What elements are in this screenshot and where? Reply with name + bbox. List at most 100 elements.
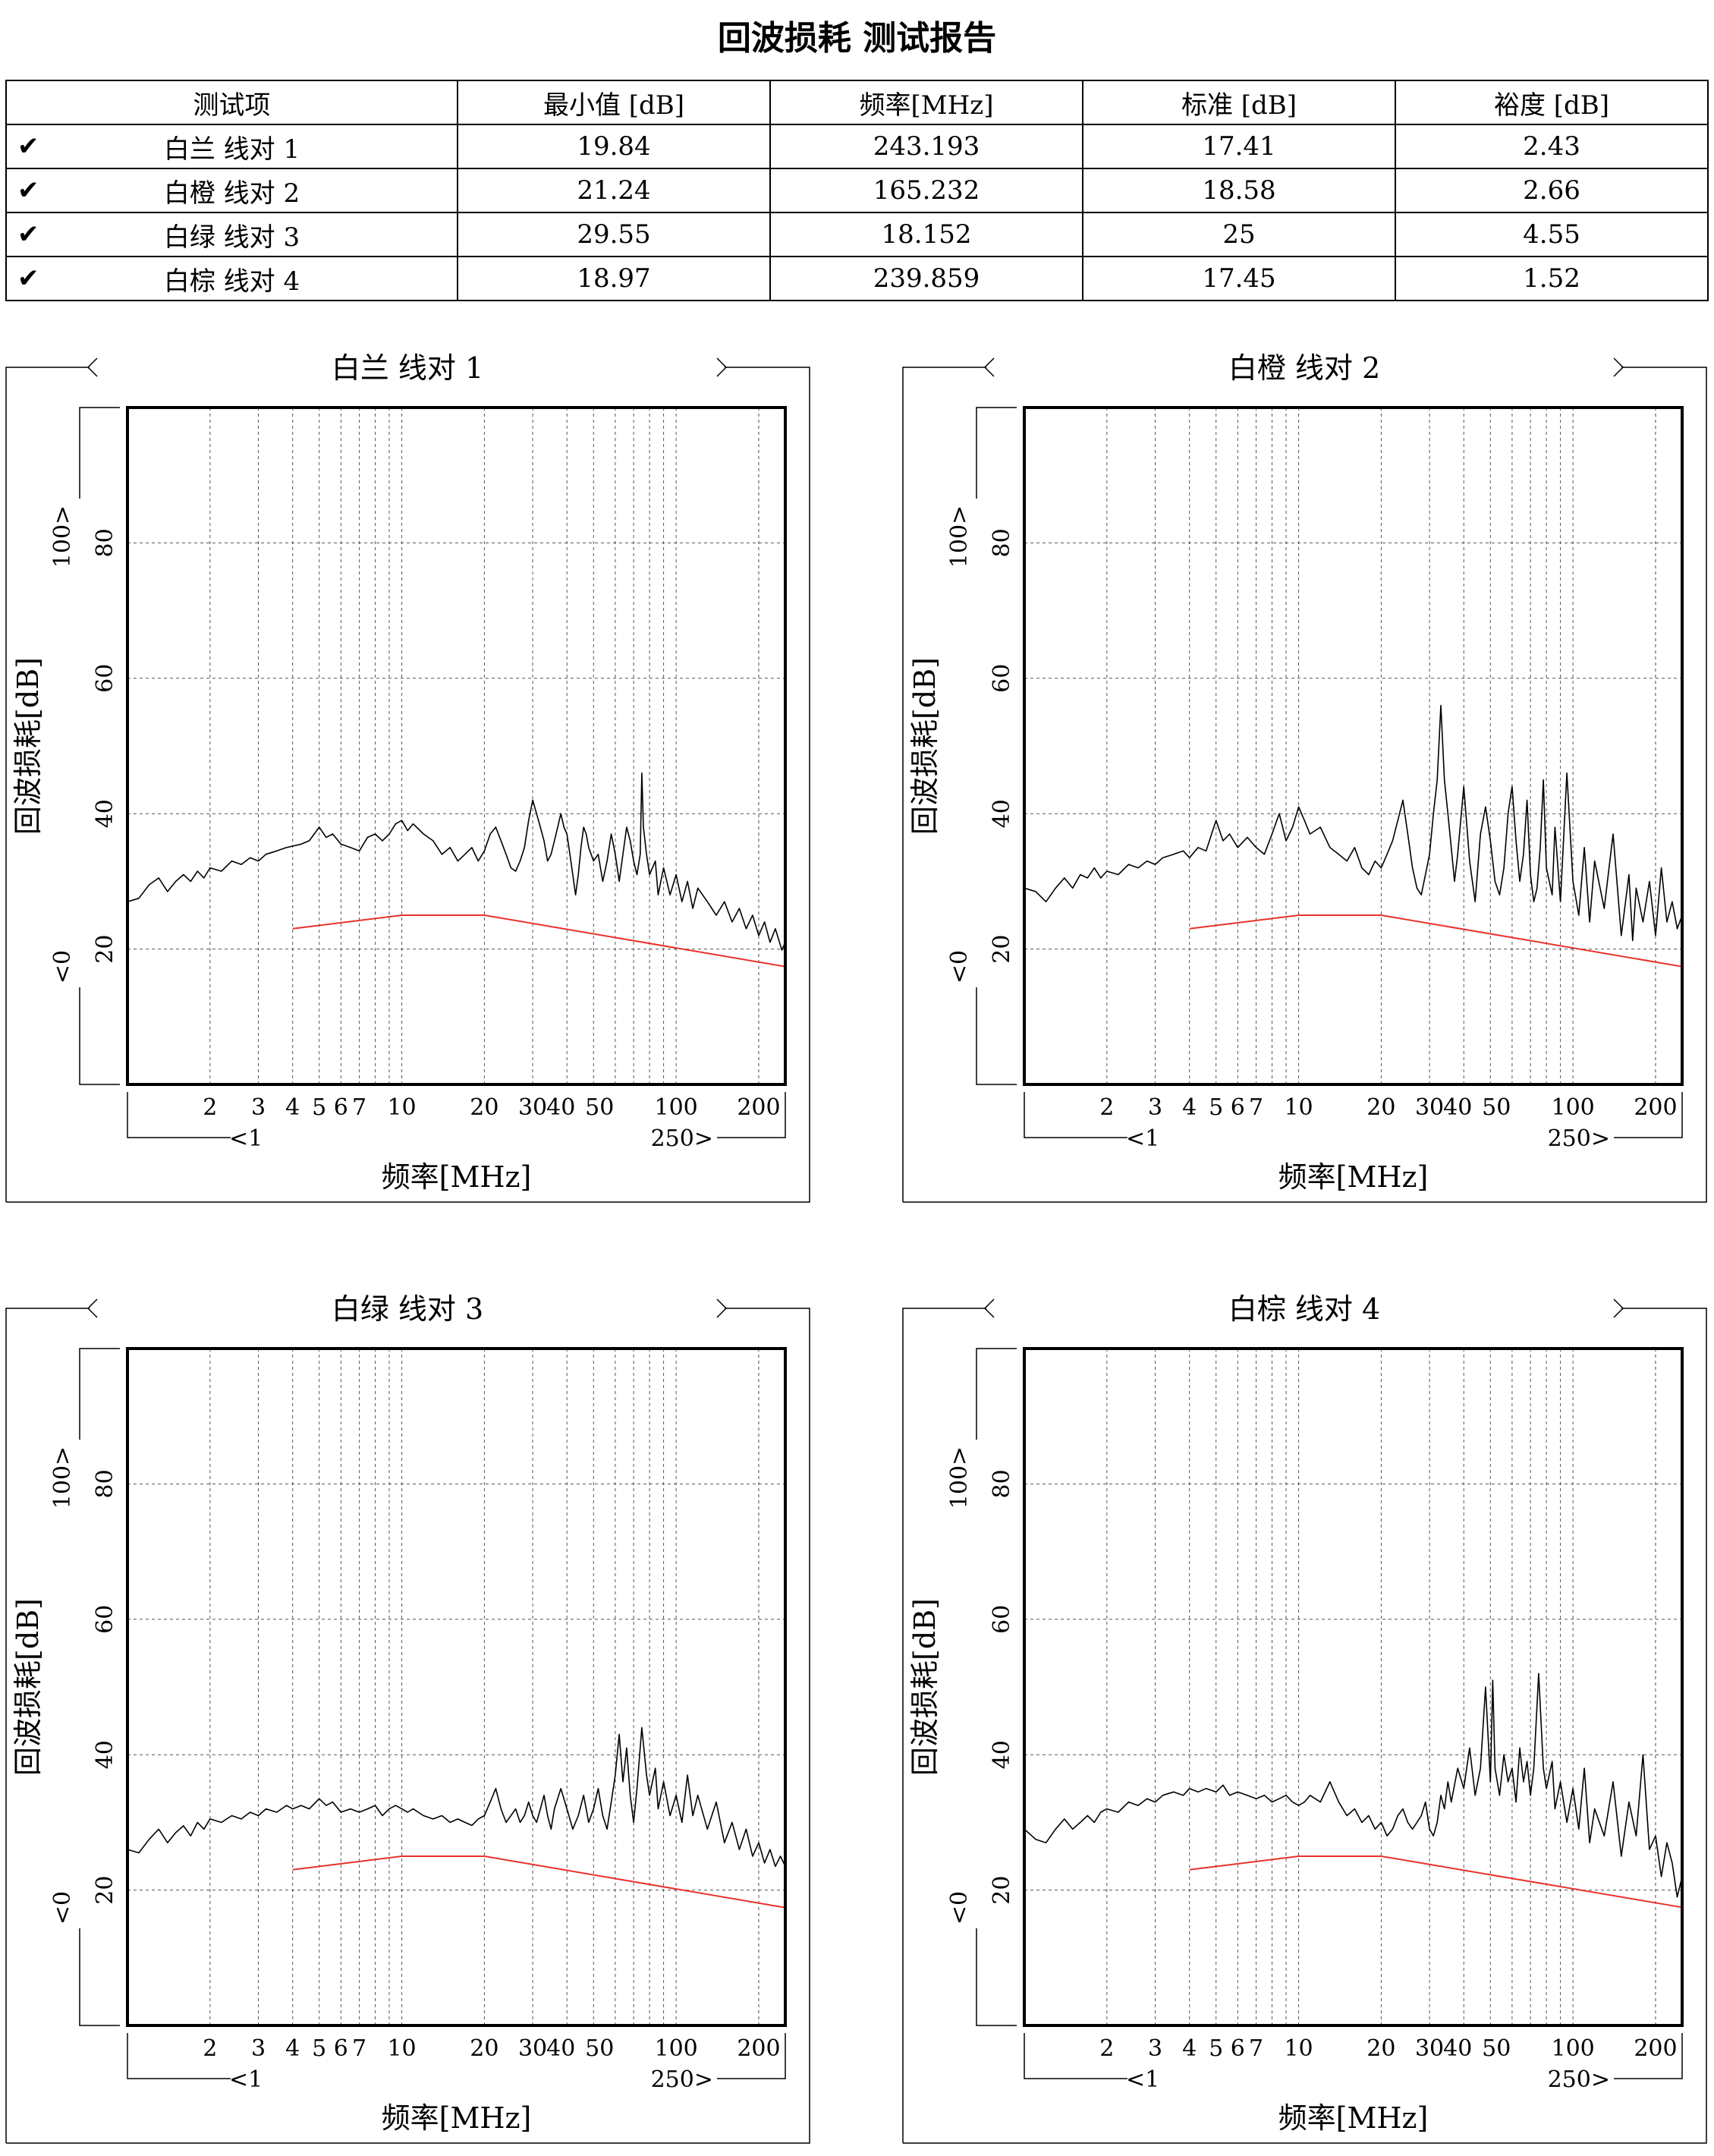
x-range-bracket (1024, 2033, 1127, 2079)
x-range-label-min: <1 (229, 1125, 263, 1152)
freq-value-cell: 239.859 (769, 256, 1083, 301)
x-axis-title: 频率[MHz] (1278, 1160, 1429, 1194)
y-axis-title: 回波损耗[dB] (908, 657, 942, 835)
x-tick-label: 10 (387, 2035, 416, 2062)
freq-value-cell: 243.193 (769, 124, 1083, 169)
y-axis-title: 回波损耗[dB] (11, 657, 45, 835)
y-tick-label: 20 (989, 1876, 1015, 1905)
limit-line (292, 914, 786, 968)
min-value-cell: 29.55 (457, 212, 771, 257)
pair-name-cell: ✔ 白橙 线对 2 (5, 168, 458, 213)
x-range-label-min: <1 (1126, 2066, 1159, 2093)
y-tick-label: 40 (92, 1740, 118, 1769)
x-tick-label: 50 (585, 1094, 614, 1121)
checkmark-icon: ✔ (17, 263, 39, 294)
chart-panel-pair-1: 白兰 线对 1 2 3 4 5 6 7 10 20 30 40 50 100 200 <1 250> 频率[MH… (0, 341, 823, 1210)
chart-title: 白橙 线对 2 (1228, 351, 1380, 385)
x-tick-label: 2 (1099, 1094, 1114, 1121)
x-tick-label: 2 (203, 2035, 217, 2062)
x-range-label-min: <1 (1126, 1125, 1159, 1152)
pair-name-cell: ✔ 白兰 线对 1 (5, 124, 458, 169)
x-tick-label: 100 (1551, 1094, 1594, 1121)
table-header-row: 测试项 最小值 [dB] 频率[MHz] 标准 [dB] 裕度 [dB] (5, 80, 1709, 125)
measurement-line (127, 1726, 786, 1868)
y-tick-label: 20 (989, 935, 1015, 964)
y-tick-label: 20 (92, 1876, 118, 1905)
y-axis-title: 回波损耗[dB] (11, 1598, 45, 1776)
chevron-left-icon (983, 357, 995, 377)
table-row: ✔ 白兰 线对 1 19.84 243.193 17.41 2.43 (5, 124, 1709, 169)
margin-value-cell: 2.43 (1395, 124, 1709, 169)
y-tick-label: 60 (989, 1605, 1015, 1634)
y-range-label-min: <0 (946, 950, 973, 984)
x-tick-label: 50 (585, 2035, 614, 2062)
measurement-line (1024, 1673, 1683, 1898)
table-row: ✔ 白橙 线对 2 21.24 165.232 18.58 2.66 (5, 168, 1709, 213)
panel-frame (902, 367, 1707, 1203)
x-tick-label: 40 (1443, 1094, 1472, 1121)
x-range-bracket (127, 1092, 231, 1138)
margin-value-cell: 1.52 (1395, 256, 1709, 301)
y-range-label-min: <0 (946, 1891, 973, 1925)
y-range-label-max: 100> (49, 1446, 76, 1509)
x-tick-label: 4 (285, 2035, 300, 2062)
x-tick-label: 30 (1415, 1094, 1444, 1121)
measurement-line (1024, 704, 1683, 942)
y-range-label-max: 100> (49, 505, 76, 568)
chart-title: 白绿 线对 3 (332, 1292, 483, 1326)
chart-panel-pair-4: 白棕 线对 4 2 3 4 5 6 7 10 20 30 40 50 100 200 <1 250> 频率[MH… (897, 1283, 1714, 2151)
chart-panel-pair-2: 白橙 线对 2 2 3 4 5 6 7 10 20 30 40 50 100 200 <1 250> 频率[MH… (897, 341, 1714, 1210)
y-range-bracket (976, 987, 1017, 1085)
y-range-bracket (79, 407, 120, 499)
x-tick-label: 50 (1482, 2035, 1511, 2062)
y-tick-label: 80 (989, 1469, 1015, 1498)
y-tick-label: 40 (92, 799, 118, 828)
x-tick-label: 7 (352, 1094, 366, 1121)
x-tick-label: 3 (1148, 1094, 1162, 1121)
x-tick-label: 50 (1482, 1094, 1511, 1121)
panel-frame (5, 367, 810, 1203)
table-row: ✔ 白棕 线对 4 18.97 239.859 17.45 1.52 (5, 256, 1709, 301)
standard-value-cell: 18.58 (1082, 168, 1396, 213)
x-tick-label: 3 (251, 2035, 266, 2062)
x-range-bracket (1024, 1092, 1127, 1138)
x-tick-label: 2 (203, 1094, 217, 1121)
y-tick-label: 60 (989, 664, 1015, 693)
x-tick-label: 5 (312, 1094, 326, 1121)
x-tick-label: 200 (737, 1094, 780, 1121)
x-axis-title: 频率[MHz] (382, 1160, 532, 1194)
chart-title: 白棕 线对 4 (1228, 1292, 1380, 1326)
x-tick-label: 200 (1634, 1094, 1677, 1121)
pair-name-cell: ✔ 白绿 线对 3 (5, 212, 458, 257)
column-header-freq: 频率[MHz] (769, 80, 1083, 125)
y-tick-label: 60 (92, 664, 118, 693)
margin-value-cell: 4.55 (1395, 212, 1709, 257)
checkmark-icon: ✔ (17, 175, 39, 206)
x-tick-label: 3 (251, 1094, 266, 1121)
limit-line (292, 1855, 786, 1909)
x-tick-label: 200 (1634, 2035, 1677, 2062)
x-tick-label: 4 (1182, 1094, 1197, 1121)
chevron-right-icon (1613, 1298, 1624, 1318)
column-header-standard: 标准 [dB] (1082, 80, 1396, 125)
pair-name: 白兰 线对 1 (163, 134, 300, 165)
min-value-cell: 19.84 (457, 124, 771, 169)
chevron-left-icon (86, 1298, 98, 1318)
x-axis-title: 频率[MHz] (1278, 2101, 1429, 2135)
chevron-right-icon (716, 1298, 728, 1318)
x-range-bracket (717, 2033, 786, 2079)
measurement-line (127, 772, 786, 951)
x-tick-label: 20 (470, 2035, 498, 2062)
y-range-bracket (976, 1348, 1017, 1440)
y-range-bracket (976, 1928, 1017, 2026)
x-range-label-max: 250> (651, 2066, 713, 2093)
standard-value-cell: 17.41 (1082, 124, 1396, 169)
checkmark-icon: ✔ (17, 219, 39, 250)
x-axis-title: 频率[MHz] (382, 2101, 532, 2135)
x-tick-label: 5 (312, 2035, 326, 2062)
report-title: 回波损耗 测试报告 (717, 19, 997, 58)
y-tick-label: 80 (989, 528, 1015, 557)
plot-area-border (126, 406, 787, 1086)
